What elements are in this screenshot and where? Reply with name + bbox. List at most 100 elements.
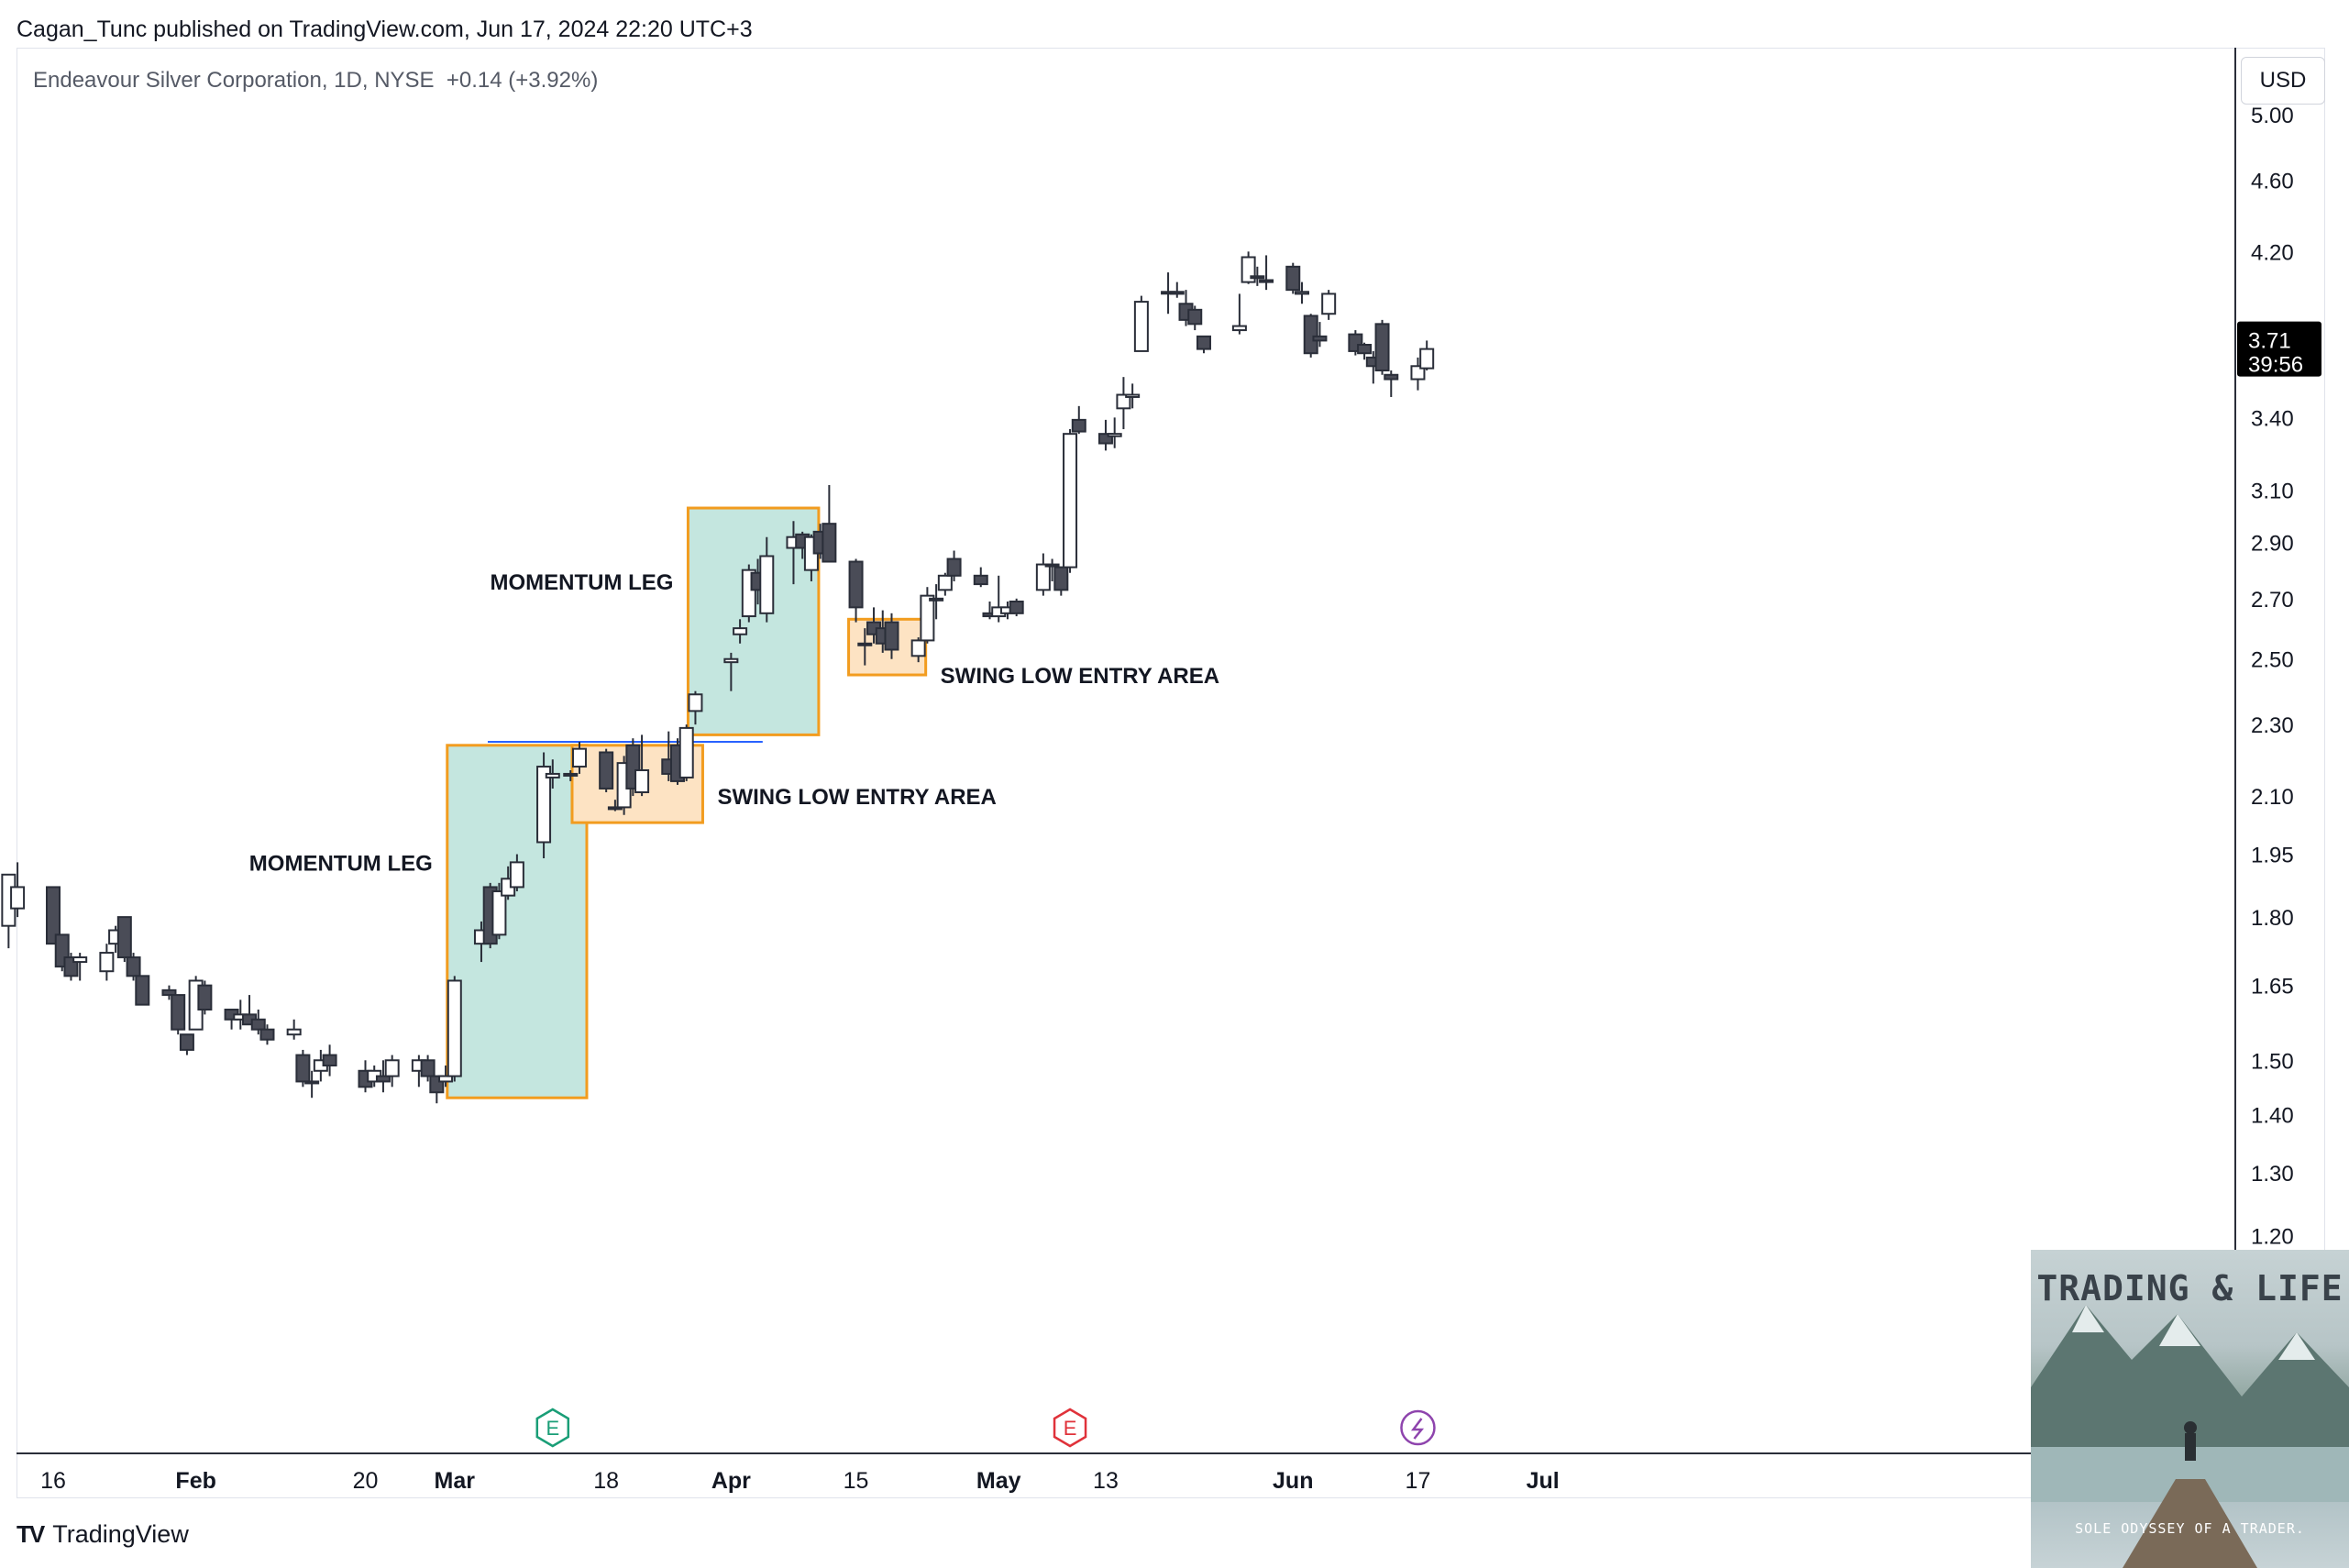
- y-tick-label: 2.10: [2251, 785, 2294, 810]
- candle-body[interactable]: [946, 558, 962, 577]
- y-tick-label: 1.65: [2251, 975, 2294, 999]
- x-tick-label: 13: [1093, 1468, 1119, 1494]
- candle-body[interactable]: [1169, 291, 1185, 295]
- candle-body[interactable]: [1259, 279, 1274, 283]
- earnings-event-icon[interactable]: [1053, 1408, 1087, 1448]
- candle-body[interactable]: [688, 693, 703, 712]
- x-tick-label: 18: [593, 1468, 619, 1494]
- candle-body[interactable]: [1071, 418, 1086, 433]
- candle-body[interactable]: [491, 890, 507, 936]
- candle-body[interactable]: [161, 988, 177, 997]
- candle-body[interactable]: [1035, 563, 1051, 591]
- momentum-leg-label: MOMENTUM LEG: [249, 851, 433, 876]
- candle-body[interactable]: [920, 594, 935, 642]
- y-tick-label: 4.20: [2251, 240, 2294, 265]
- candle-body[interactable]: [46, 886, 61, 945]
- currency-button[interactable]: USD: [2241, 57, 2325, 105]
- candle-body[interactable]: [286, 1028, 302, 1036]
- candle-body[interactable]: [384, 1059, 400, 1077]
- candle-body[interactable]: [1321, 293, 1337, 315]
- candle-body[interactable]: [1384, 373, 1399, 381]
- candle-body[interactable]: [1196, 335, 1211, 350]
- candle-body[interactable]: [1133, 301, 1149, 352]
- candle-body[interactable]: [973, 574, 988, 586]
- candle-body[interactable]: [1044, 563, 1060, 568]
- x-tick-label: Jul: [1527, 1468, 1560, 1494]
- candle-body[interactable]: [678, 726, 694, 778]
- candle-body[interactable]: [733, 627, 748, 635]
- candle-body[interactable]: [509, 861, 524, 889]
- candle-body[interactable]: [1125, 393, 1141, 398]
- candle-body[interactable]: [937, 574, 953, 591]
- candle-body[interactable]: [545, 772, 560, 778]
- earnings-event-icon[interactable]: [535, 1408, 570, 1448]
- candle-body[interactable]: [723, 657, 739, 664]
- candle-body[interactable]: [126, 956, 141, 977]
- candle-body[interactable]: [1303, 315, 1318, 355]
- candle-body[interactable]: [322, 1054, 337, 1067]
- candle-body[interactable]: [822, 523, 837, 563]
- candle-body[interactable]: [1187, 308, 1203, 326]
- candle-body[interactable]: [250, 1018, 266, 1031]
- dividend-event-icon[interactable]: [1400, 1409, 1436, 1446]
- chart-frame: [17, 48, 2325, 1498]
- candle-body[interactable]: [634, 768, 650, 794]
- candle-body[interactable]: [929, 597, 944, 602]
- candle-body[interactable]: [1009, 600, 1024, 614]
- candle-body[interactable]: [848, 560, 864, 609]
- candle-body[interactable]: [1294, 291, 1309, 295]
- candle-body[interactable]: [1419, 348, 1435, 370]
- candle-body[interactable]: [179, 1033, 194, 1051]
- candle-body[interactable]: [1250, 275, 1265, 280]
- candle-body[interactable]: [447, 979, 462, 1077]
- candle-body[interactable]: [1053, 566, 1069, 591]
- symbol-legend: Endeavour Silver Corporation, 1D, NYSE +…: [33, 68, 598, 94]
- bar-countdown-label: 39:56: [2248, 353, 2303, 378]
- tradingview-logo[interactable]: TV TradingView: [17, 1520, 189, 1549]
- candle-body[interactable]: [1063, 433, 1078, 569]
- candle-body[interactable]: [1285, 265, 1301, 292]
- last-price-label: 3.71: [2248, 329, 2291, 354]
- y-tick-label: 2.90: [2251, 532, 2294, 557]
- candle-body[interactable]: [1107, 433, 1122, 437]
- candle-body[interactable]: [857, 642, 873, 646]
- candle-body[interactable]: [304, 1080, 320, 1085]
- candle-body[interactable]: [759, 555, 775, 614]
- candle-body[interactable]: [910, 639, 926, 657]
- candle-body[interactable]: [1410, 365, 1426, 381]
- candle-body[interactable]: [10, 886, 26, 910]
- candle-body[interactable]: [259, 1028, 275, 1041]
- candle-body[interactable]: [116, 916, 132, 959]
- x-tick-label: May: [976, 1468, 1021, 1494]
- earnings-event-letter: E: [1064, 1417, 1077, 1440]
- candle-body[interactable]: [536, 766, 552, 844]
- candle-body[interactable]: [171, 994, 186, 1031]
- candle-body[interactable]: [135, 975, 150, 1006]
- candle-body[interactable]: [1097, 433, 1113, 445]
- candle-body[interactable]: [563, 772, 579, 777]
- swing-low-label: SWING LOW ENTRY AREA: [941, 664, 1219, 689]
- y-tick-label: 3.10: [2251, 479, 2294, 503]
- candle-body[interactable]: [1231, 325, 1247, 332]
- published-caption: Cagan_Tunc published on TradingView.com,…: [17, 17, 753, 42]
- symbol-name: Endeavour Silver Corporation, 1D, NYSE: [33, 68, 435, 93]
- candle-body[interactable]: [197, 984, 213, 1011]
- candle-body[interactable]: [607, 806, 623, 811]
- candle-body[interactable]: [375, 1075, 391, 1083]
- inset-title: TRADING & LIFE: [2036, 1268, 2343, 1309]
- candle-body[interactable]: [420, 1059, 436, 1077]
- candle-body[interactable]: [1374, 323, 1390, 372]
- candle-body[interactable]: [884, 621, 899, 651]
- candle-body[interactable]: [1357, 344, 1373, 355]
- candle-body[interactable]: [438, 1075, 454, 1083]
- candle-body[interactable]: [99, 952, 115, 973]
- candle-body[interactable]: [72, 956, 88, 964]
- candle-body[interactable]: [571, 747, 587, 768]
- y-tick-label: 1.80: [2251, 906, 2294, 931]
- candle-body[interactable]: [1116, 393, 1131, 410]
- candle-body[interactable]: [1312, 335, 1328, 342]
- trading-life-inset: TRADING & LIFE SOLE ODYSSEY OF A TRADER.: [2031, 1250, 2349, 1568]
- candle-body[interactable]: [295, 1054, 311, 1083]
- candle-body[interactable]: [599, 751, 614, 790]
